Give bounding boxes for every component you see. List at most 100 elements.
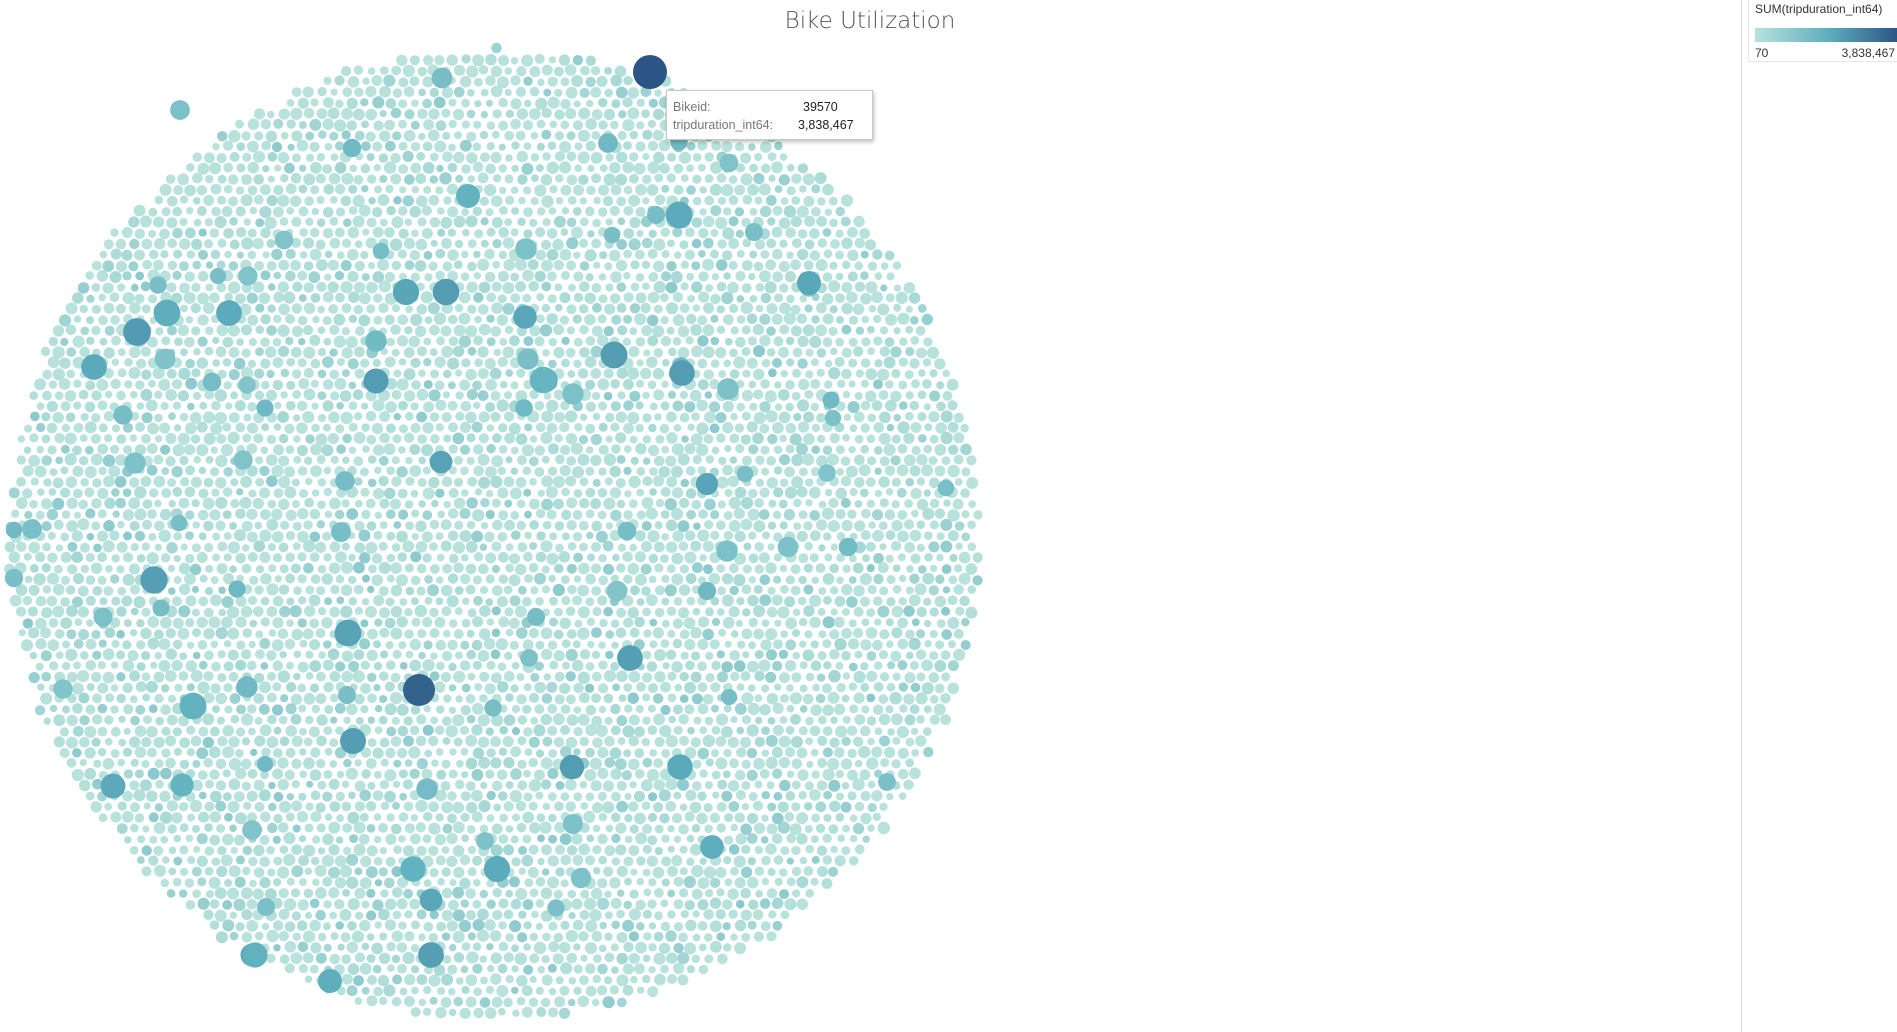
bubble[interactable] (47, 445, 57, 455)
bubble[interactable] (467, 845, 477, 855)
bubble[interactable] (829, 305, 838, 314)
bubble[interactable] (521, 854, 534, 867)
bubble[interactable] (197, 770, 208, 780)
bubble[interactable] (267, 822, 278, 834)
bubble[interactable] (478, 411, 490, 423)
bubble[interactable] (670, 271, 683, 283)
bubble[interactable] (110, 749, 120, 758)
bubble[interactable] (791, 845, 801, 856)
bubble[interactable] (372, 747, 384, 759)
bubble[interactable] (437, 510, 446, 519)
bubble[interactable] (822, 445, 833, 456)
bubble[interactable] (592, 606, 602, 617)
bubble[interactable] (585, 724, 598, 736)
bubble[interactable] (336, 251, 345, 260)
bubble[interactable] (741, 389, 754, 402)
bubble[interactable] (447, 206, 459, 218)
bubble[interactable] (202, 411, 216, 424)
bubble[interactable] (929, 564, 938, 573)
bubble[interactable] (523, 792, 533, 802)
bubble[interactable] (815, 823, 826, 833)
bubble[interactable] (622, 551, 633, 563)
bubble[interactable] (627, 562, 640, 575)
bubble[interactable] (646, 661, 658, 672)
bubble[interactable] (479, 605, 491, 617)
bubble[interactable] (530, 672, 540, 682)
bubble[interactable] (48, 380, 58, 389)
bubble[interactable] (873, 618, 882, 626)
bubble[interactable] (360, 855, 372, 868)
bubble[interactable] (610, 619, 620, 628)
bubble[interactable] (204, 346, 214, 356)
bubble[interactable] (279, 217, 289, 226)
bubble[interactable] (278, 542, 289, 553)
bubble[interactable] (306, 153, 314, 162)
bubble[interactable] (836, 468, 844, 476)
bubble[interactable] (861, 337, 871, 347)
bubble[interactable] (498, 55, 510, 66)
bubble[interactable] (728, 496, 741, 509)
bubble[interactable] (679, 671, 689, 682)
bubble[interactable] (791, 476, 804, 489)
bubble[interactable] (267, 543, 276, 552)
bubble[interactable] (796, 530, 808, 542)
bubble[interactable] (352, 108, 365, 121)
bubble[interactable] (410, 402, 419, 411)
bubble[interactable] (293, 586, 302, 595)
bubble[interactable] (634, 313, 647, 326)
bubble[interactable] (554, 694, 565, 705)
bubble[interactable] (771, 812, 784, 825)
bubble[interactable] (277, 194, 290, 207)
bubble[interactable] (130, 391, 138, 399)
bubble[interactable] (633, 162, 646, 175)
bubble[interactable] (860, 639, 872, 651)
bubble[interactable] (173, 555, 181, 563)
bubble[interactable] (548, 749, 558, 758)
bubble[interactable] (341, 780, 350, 789)
bubble[interactable] (830, 845, 838, 854)
bubble[interactable] (704, 174, 714, 184)
bubble[interactable] (362, 445, 370, 453)
bubble[interactable] (260, 596, 270, 606)
bubble[interactable] (553, 259, 565, 271)
bubble[interactable] (667, 629, 676, 638)
bubble[interactable] (667, 390, 677, 399)
bubble[interactable] (153, 475, 166, 488)
bubble[interactable] (54, 629, 65, 639)
bubble[interactable] (903, 282, 916, 294)
bubble[interactable] (502, 736, 514, 748)
bubble[interactable] (323, 76, 332, 85)
bubble[interactable] (816, 368, 825, 377)
bubble[interactable] (510, 768, 522, 780)
bubble[interactable] (343, 758, 352, 768)
bubble[interactable] (215, 477, 227, 489)
bubble[interactable] (627, 411, 640, 425)
bubble[interactable] (493, 174, 502, 183)
bubble[interactable] (260, 227, 271, 239)
bubble[interactable] (102, 454, 116, 467)
bubble[interactable] (429, 217, 441, 228)
bubble[interactable] (111, 488, 120, 497)
bubble[interactable] (467, 261, 477, 272)
bubble[interactable] (691, 499, 702, 510)
bubble[interactable] (190, 735, 202, 747)
bubble[interactable] (704, 716, 714, 726)
bubble[interactable] (85, 704, 96, 715)
bubble[interactable] (471, 724, 483, 736)
bubble[interactable] (466, 389, 478, 400)
bubble[interactable] (247, 359, 257, 368)
bubble[interactable] (110, 684, 119, 692)
bubble[interactable] (779, 478, 789, 488)
bubble[interactable] (277, 411, 289, 423)
bubble[interactable] (804, 630, 813, 639)
bubble[interactable] (327, 432, 339, 445)
bubble[interactable] (267, 152, 278, 162)
bubble[interactable] (408, 335, 421, 348)
bubble[interactable] (354, 240, 363, 249)
bubble[interactable] (415, 520, 427, 532)
bubble[interactable] (472, 380, 482, 391)
bubble[interactable] (729, 348, 738, 358)
bubble[interactable] (629, 781, 637, 789)
bubble[interactable] (829, 218, 838, 228)
bubble[interactable] (172, 206, 182, 217)
